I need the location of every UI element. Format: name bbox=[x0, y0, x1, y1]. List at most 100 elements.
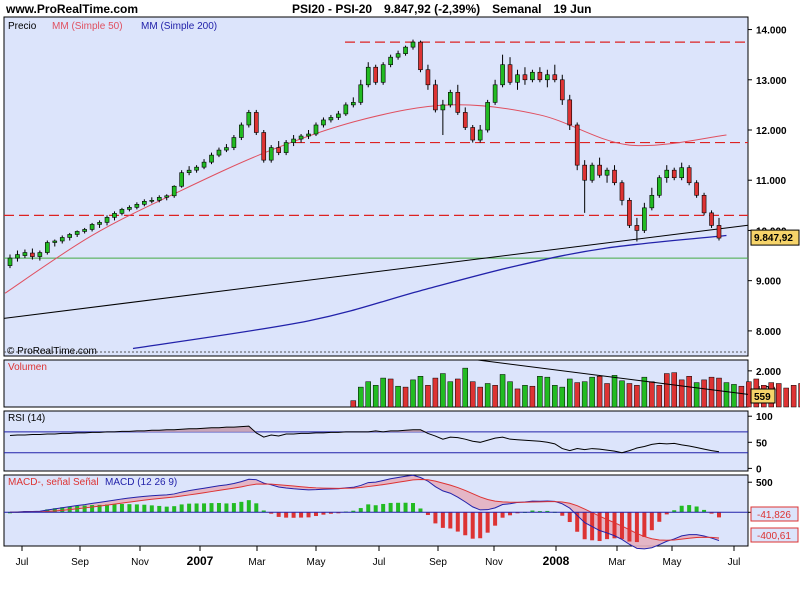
candle bbox=[239, 122, 244, 141]
macd-hist-bar bbox=[105, 504, 110, 513]
price-ytick-label: 11.000 bbox=[756, 176, 786, 187]
candle-body bbox=[351, 102, 356, 106]
volume-ytick-label: 2.000 bbox=[756, 367, 781, 378]
candle-body bbox=[716, 225, 722, 239]
macd-hist-bar bbox=[202, 503, 207, 513]
candle bbox=[507, 57, 513, 85]
candle bbox=[500, 54, 505, 88]
candle-body bbox=[358, 84, 364, 103]
candle bbox=[410, 39, 416, 50]
macd-legend: MACD (12 26 9) bbox=[105, 477, 177, 488]
rsi-overbought-fill bbox=[10, 426, 719, 432]
macd-hist-bar bbox=[224, 503, 229, 513]
candle-body bbox=[246, 112, 252, 126]
candle bbox=[567, 94, 573, 130]
candle-body bbox=[343, 104, 349, 115]
macd-hist-bar bbox=[149, 505, 154, 513]
candle-body bbox=[515, 74, 520, 83]
candle bbox=[112, 211, 117, 221]
volume-bar bbox=[559, 386, 566, 408]
macd-hist-bar bbox=[508, 512, 513, 516]
candle-body bbox=[477, 129, 483, 141]
volume-bar bbox=[522, 385, 528, 408]
macd-hist-bar bbox=[627, 512, 632, 542]
macd-hist-bar bbox=[478, 512, 483, 539]
macd-hist-bar bbox=[709, 512, 714, 514]
candle bbox=[179, 170, 184, 188]
candle bbox=[642, 202, 647, 233]
candle-body bbox=[485, 102, 490, 131]
candle-body bbox=[612, 169, 617, 184]
candle bbox=[597, 157, 602, 178]
candle bbox=[7, 254, 13, 269]
candle-body bbox=[306, 133, 311, 137]
volume-bar bbox=[716, 377, 722, 408]
macd-hist-bar bbox=[664, 512, 669, 515]
candle bbox=[328, 114, 334, 123]
candle-body bbox=[164, 195, 170, 198]
candle-body bbox=[634, 225, 640, 231]
candle bbox=[52, 239, 58, 247]
macd-hist-bar bbox=[493, 512, 498, 526]
watermark: © ProRealTime.com bbox=[7, 346, 97, 357]
candle-body bbox=[492, 84, 498, 103]
macd-hist-bar bbox=[500, 512, 505, 518]
volume-bar bbox=[455, 378, 461, 408]
ma200-line bbox=[132, 234, 727, 350]
candle bbox=[291, 135, 296, 147]
macd-hist-bar bbox=[321, 512, 326, 515]
volume-bar bbox=[775, 383, 782, 408]
candle bbox=[492, 79, 498, 105]
candle bbox=[537, 67, 543, 83]
candle bbox=[313, 122, 319, 137]
candle bbox=[351, 97, 356, 108]
candle bbox=[485, 99, 490, 133]
candle-body bbox=[112, 213, 117, 218]
volume-bar bbox=[589, 376, 595, 408]
volume-bar bbox=[731, 384, 737, 408]
macd-hist-bar bbox=[261, 510, 266, 513]
macd-hist-bar bbox=[97, 504, 102, 513]
candle bbox=[156, 195, 162, 203]
candle-body bbox=[336, 113, 341, 118]
candle-body bbox=[15, 254, 20, 259]
volume-bar bbox=[447, 381, 454, 408]
candle bbox=[477, 124, 483, 143]
candle-body bbox=[597, 164, 602, 176]
macd-panel-title: MACD-, señal Señal bbox=[8, 477, 99, 488]
macd-label-box-2 bbox=[750, 527, 799, 543]
candle-body bbox=[604, 169, 610, 176]
macd-hist-bar bbox=[575, 512, 580, 532]
volume-bar bbox=[701, 379, 707, 408]
candle bbox=[119, 207, 125, 216]
volume-bar bbox=[372, 385, 379, 408]
candle bbox=[433, 79, 438, 113]
candle bbox=[134, 202, 140, 210]
volume-bar bbox=[358, 386, 364, 408]
macd-hist-bar bbox=[418, 508, 423, 513]
candle bbox=[395, 50, 401, 60]
candle-body bbox=[216, 149, 222, 156]
candle bbox=[552, 64, 558, 83]
volume-bar bbox=[619, 380, 625, 408]
volume-bar bbox=[387, 378, 394, 408]
volume-bar bbox=[604, 383, 610, 408]
last-price-label: 9.847,92 bbox=[754, 233, 793, 244]
volume-last-box bbox=[750, 388, 776, 404]
candle bbox=[582, 160, 587, 213]
macd-hist-bar bbox=[164, 506, 169, 513]
x-tick-label: 2007 bbox=[187, 554, 214, 568]
volume-bar bbox=[686, 376, 692, 408]
volume-bar bbox=[664, 373, 670, 408]
candle-body bbox=[59, 237, 65, 242]
candle-body bbox=[649, 194, 655, 209]
candle-body bbox=[679, 167, 684, 179]
macd-hist-bar bbox=[403, 502, 408, 513]
candle-body bbox=[209, 154, 214, 163]
macd-hist-bar bbox=[373, 505, 378, 513]
volume-bar bbox=[649, 381, 655, 408]
volume-bar bbox=[365, 381, 371, 408]
candle-body bbox=[194, 166, 199, 171]
macd-hist-bar bbox=[291, 512, 296, 518]
volume-trendline bbox=[477, 359, 749, 395]
